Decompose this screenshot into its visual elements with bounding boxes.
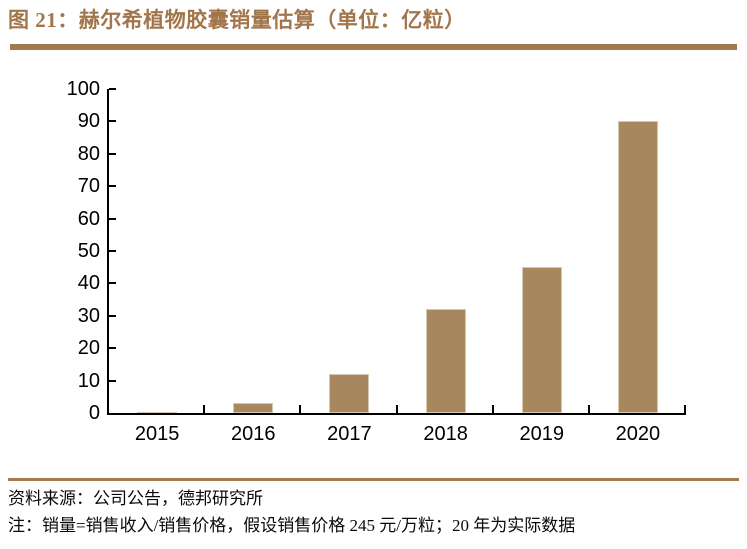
x-tick-label: 2020: [615, 423, 661, 445]
title-divider-rule: [10, 44, 737, 50]
y-tick-label: 100: [66, 78, 100, 100]
y-tick-label: 90: [77, 110, 100, 133]
x-tick-mark: [395, 405, 398, 413]
x-tick-label: 2016: [230, 423, 276, 445]
y-tick-mark: [109, 314, 116, 317]
y-tick-mark: [109, 282, 116, 285]
x-tick-mark: [203, 405, 206, 413]
y-tick-label: 30: [77, 304, 100, 327]
y-tick-label: 10: [77, 369, 100, 392]
footer-divider-rule: [8, 478, 739, 481]
y-tick-mark: [109, 250, 116, 252]
bar-2019: [521, 267, 562, 413]
y-tick-label: 60: [77, 207, 100, 230]
y-tick-mark: [109, 88, 116, 90]
y-tick-label: 20: [77, 337, 100, 360]
y-tick-mark: [109, 379, 116, 382]
x-axis-line: [107, 413, 686, 415]
bar-2020: [617, 121, 658, 413]
bar-2017: [329, 374, 370, 413]
bar-chart: 0 10 20 30 40 50 60 70 80 90 100 2015 2016 2017 2018 20…: [66, 78, 686, 445]
x-tick-label: 2019: [519, 423, 564, 445]
x-tick-mark: [587, 405, 590, 413]
note-text: 注：销量=销售收入/销售价格，假设销售价格 245 元/万粒；20 年为实际数据: [8, 516, 576, 535]
x-tick-mark: [299, 405, 302, 413]
x-tick-label: 2018: [423, 423, 468, 445]
bar-2015: [137, 412, 178, 413]
bar-2016: [233, 403, 274, 413]
bar-2018: [425, 309, 466, 413]
y-axis-line: [107, 89, 109, 415]
y-tick-label: 70: [77, 175, 100, 198]
x-tick-mark: [684, 405, 686, 413]
y-tick-mark: [109, 152, 116, 155]
y-tick-label: 80: [77, 142, 100, 165]
x-tick-label: 2017: [327, 423, 372, 445]
figure-title: 图 21：赫尔希植物胶囊销量估算（单位：亿粒）: [8, 8, 466, 32]
y-tick-label: 40: [77, 272, 100, 295]
y-tick-mark: [109, 347, 116, 350]
source-text: 资料来源：公司公告，德邦研究所: [8, 489, 263, 508]
y-tick-label: 0: [88, 402, 100, 424]
y-tick-label: 50: [77, 240, 100, 262]
x-tick-mark: [491, 405, 494, 413]
y-tick-mark: [109, 120, 116, 123]
y-tick-mark: [109, 185, 116, 188]
y-tick-mark: [109, 217, 116, 220]
x-tick-label: 2015: [134, 423, 180, 445]
